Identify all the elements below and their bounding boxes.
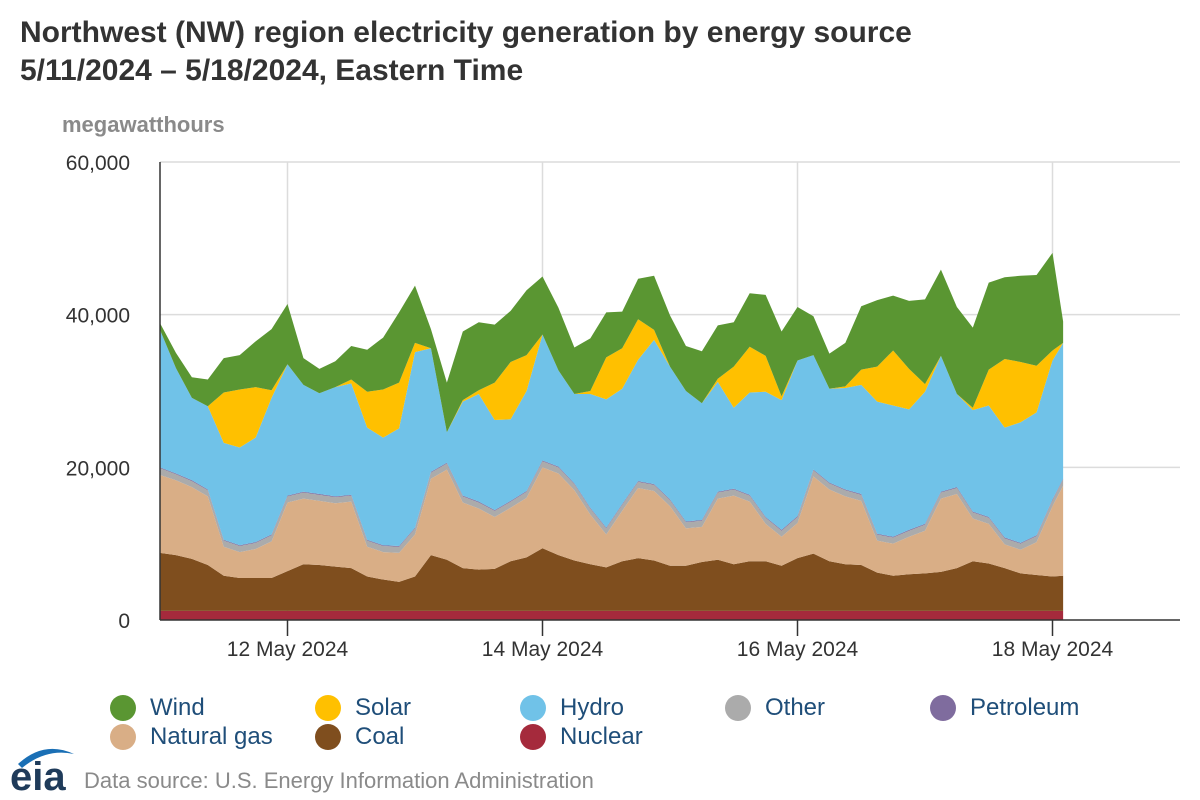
- legend-swatch: [315, 724, 341, 750]
- logo-swoosh: [18, 748, 74, 768]
- chart-area: megawatthours 0 20,000 40,000 60,000 12 May…: [62, 112, 1180, 661]
- y-ticks: 0 20,000 40,000 60,000: [66, 152, 130, 633]
- legend-item-hydro[interactable]: Hydro: [520, 694, 624, 722]
- area-solar: [160, 319, 1064, 448]
- area-natural-gas: [160, 467, 1064, 582]
- axes: [159, 162, 1180, 621]
- area-coal: [160, 548, 1064, 611]
- area-nuclear: [160, 610, 1064, 620]
- x-tick-label: 12 May 2024: [227, 638, 349, 661]
- legend-swatch: [520, 695, 546, 721]
- legend-swatch: [110, 695, 136, 721]
- area-hydro: [160, 329, 1064, 546]
- legend-swatch: [725, 695, 751, 721]
- stacked-areas: [160, 252, 1064, 620]
- legend-label: Petroleum: [970, 694, 1080, 721]
- legend-item-natural-gas[interactable]: Natural gas: [110, 723, 273, 751]
- legend-swatch: [520, 724, 546, 750]
- legend-label: Hydro: [560, 694, 625, 721]
- logo-text: eia: [10, 755, 66, 796]
- legend-label: Wind: [150, 694, 205, 721]
- legend-label: Solar: [355, 694, 412, 721]
- y-tick-label: 40,000: [66, 305, 130, 328]
- legend-swatch: [110, 724, 136, 750]
- x-tick-label: 14 May 2024: [482, 638, 604, 661]
- legend-item-nuclear[interactable]: Nuclear: [520, 723, 643, 751]
- legend-item-coal[interactable]: Coal: [315, 723, 404, 751]
- legend-swatch: [315, 695, 341, 721]
- x-ticks: 12 May 2024 14 May 2024 16 May 2024 18 May …: [227, 620, 1114, 661]
- title-line-2: 5/11/2024 – 5/18/2024, Eastern Time: [20, 54, 524, 87]
- footer: eia Data source: U.S. Energy Information…: [8, 744, 708, 796]
- legend-item-wind[interactable]: Wind: [110, 694, 205, 722]
- eia-logo: eia: [10, 748, 74, 796]
- x-tick-label: 16 May 2024: [737, 638, 859, 661]
- x-tick-label: 18 May 2024: [992, 638, 1114, 661]
- legend-item-solar[interactable]: Solar: [315, 694, 411, 722]
- chart-title: Northwest (NW) region electricity genera…: [20, 14, 912, 90]
- title-line-1: Northwest (NW) region electricity genera…: [20, 16, 912, 49]
- legend-item-petroleum[interactable]: Petroleum: [930, 694, 1079, 722]
- y-tick-label: 0: [118, 610, 130, 633]
- legend-label: Other: [765, 694, 826, 721]
- y-tick-label: 20,000: [66, 457, 130, 480]
- legend-label: Natural gas: [150, 723, 273, 750]
- legend-item-other[interactable]: Other: [725, 694, 825, 722]
- area-wind: [160, 252, 1064, 433]
- legend-swatch: [930, 695, 956, 721]
- legend-label: Coal: [355, 723, 405, 750]
- data-source-note: Data source: U.S. Energy Information Adm…: [84, 768, 594, 793]
- legend-label: Nuclear: [560, 723, 643, 750]
- y-tick-label: 60,000: [66, 152, 130, 175]
- y-axis-label: megawatthours: [62, 112, 225, 137]
